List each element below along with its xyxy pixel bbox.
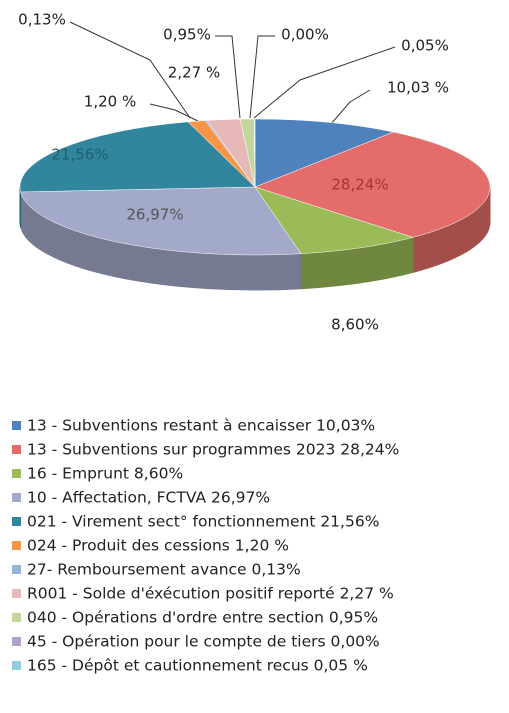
legend-swatch [12, 661, 21, 670]
legend-label: 021 - Virement sect° fonctionnement 21,5… [27, 513, 379, 531]
legend-swatch [12, 421, 21, 430]
legend-swatch [12, 445, 21, 454]
value-label: 26,97% [126, 206, 183, 224]
leader-line [249, 35, 275, 119]
slice [254, 131, 491, 238]
value-label: 0,95% [163, 26, 211, 44]
value-label: 10,03 % [387, 79, 449, 97]
value-label: 21,56% [51, 146, 108, 164]
leader-line [149, 103, 201, 123]
legend-swatch [12, 493, 21, 502]
legend-label: 10 - Affectation, FCTVA 26,97% [27, 489, 270, 507]
legend-swatch [12, 637, 21, 646]
legend-label: 165 - Dépôt et cautionnement recus 0,05 … [27, 657, 368, 675]
legend-label: 16 - Emprunt 8,60% [27, 465, 183, 483]
value-label: 1,20 % [84, 93, 136, 111]
leader-lines [69, 21, 396, 126]
legend-swatch [12, 613, 21, 622]
slice-side [19, 186, 22, 228]
legend-swatch [12, 541, 21, 550]
slice [254, 186, 414, 254]
slice [20, 186, 302, 256]
value-label: 28,24% [331, 176, 388, 194]
legend-label: 13 - Subventions sur programmes 2023 28,… [27, 441, 399, 459]
legend-swatch [12, 589, 21, 598]
value-label: 0,00% [281, 26, 329, 44]
slice [254, 118, 395, 188]
value-label: 0,13% [18, 11, 66, 29]
leader-line [69, 21, 191, 119]
value-label: 2,27 % [168, 64, 220, 82]
value-label: 8,60% [331, 316, 379, 334]
legend-label: 024 - Produit des cessions 1,20 % [27, 537, 289, 555]
legend-label: 040 - Opérations d'ordre entre section 0… [27, 609, 378, 627]
legend-swatch [12, 517, 21, 526]
legend-label: 13 - Subventions restant à encaisser 10,… [27, 417, 375, 435]
value-label: 0,05% [401, 37, 449, 55]
legend-label: 45 - Opération pour le compte de tiers 0… [27, 633, 380, 651]
legend-label: R001 - Solde d'éxécution positif reporté… [27, 585, 394, 603]
leader-line [329, 89, 371, 126]
leader-line [215, 35, 241, 119]
legend-label: 27- Remboursement avance 0,13% [27, 561, 301, 579]
slice [19, 121, 256, 193]
legend-swatch [12, 469, 21, 478]
leader-line [253, 46, 396, 119]
slice [254, 118, 256, 188]
legend-swatch [12, 565, 21, 574]
